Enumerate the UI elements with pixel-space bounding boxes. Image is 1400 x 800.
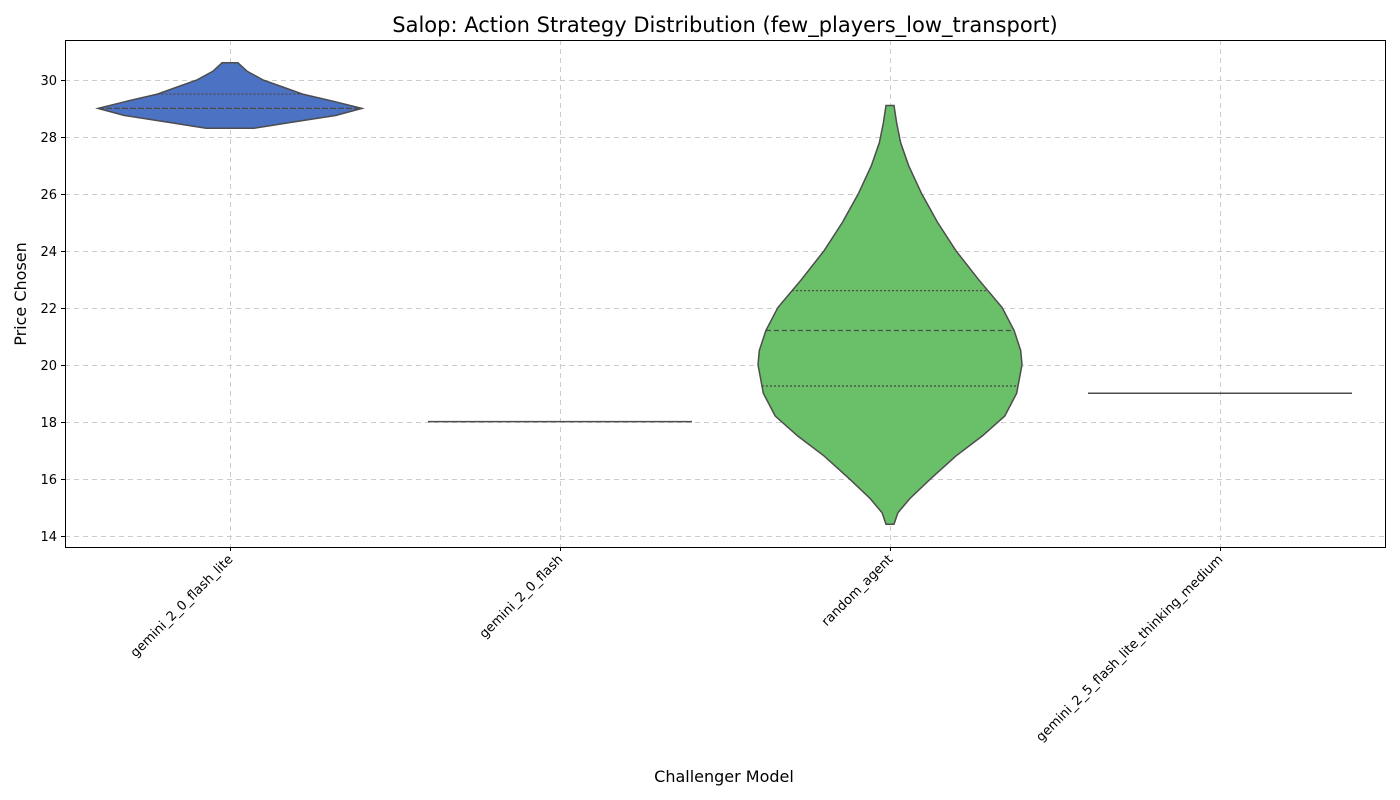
y-tick-label: 30 [40,74,57,89]
y-tick-label: 18 [40,416,57,431]
y-tick-label: 14 [40,530,57,545]
x-tick-label: random_agent [819,552,896,629]
violin-body [95,62,365,130]
violins [95,62,1352,525]
y-axis-label: Price Chosen [11,242,30,346]
x-tick-label: gemini_2_5_flash_lite_thinking_medium [1034,552,1227,745]
y-tick-label: 20 [40,359,57,374]
y-tick-label: 16 [40,473,57,488]
x-tick-label: gemini_2_0_flash [477,552,567,642]
ticks: 14 16 18 20 22 24 26 28 30 gemini_2_0_flash_lite g… [40,74,1226,745]
y-tick-label: 22 [40,302,57,317]
chart-title: Salop: Action Strategy Distribution (few… [392,13,1057,38]
plot-frame [65,40,1386,548]
violin-body [757,104,1023,525]
grid [65,40,1385,547]
y-tick-label: 28 [40,131,57,146]
y-tick-label: 24 [40,245,57,260]
x-axis-label: Challenger Model [654,767,794,786]
x-tick-label: gemini_2_0_flash_lite [128,552,236,660]
y-tick-label: 26 [40,188,57,203]
